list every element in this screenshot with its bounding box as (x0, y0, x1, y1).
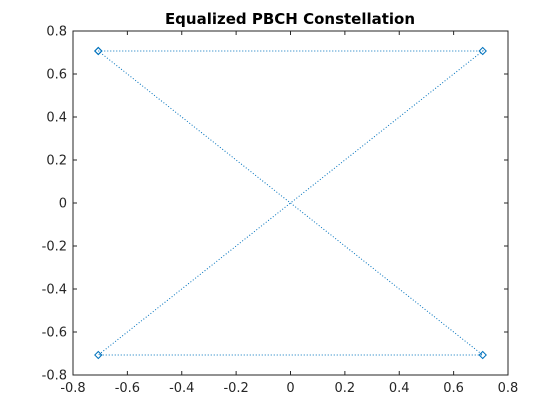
chart-title: Equalized PBCH Constellation (165, 10, 415, 28)
x-tick-label: 0.4 (389, 381, 410, 396)
y-tick-label: 0.4 (46, 111, 67, 126)
y-tick-label: 0.6 (46, 68, 67, 83)
y-tick-label: 0 (59, 197, 67, 212)
axes-box (72, 30, 509, 376)
y-tick-label: -0.8 (42, 369, 67, 384)
y-tick-label: -0.4 (42, 283, 67, 298)
x-tick-label: -0.4 (169, 381, 194, 396)
y-tick-label: -0.6 (42, 326, 67, 341)
data-point-marker (478, 46, 487, 56)
data-point-marker (94, 350, 103, 360)
y-tick-label: -0.2 (42, 240, 67, 255)
y-tick-label: 0.2 (46, 154, 67, 169)
x-tick-label: 0.2 (335, 381, 356, 396)
x-tick-label: -0.8 (60, 381, 85, 396)
data-point-marker (478, 350, 487, 360)
x-tick-label: -0.2 (223, 381, 248, 396)
x-tick-label: 0.8 (498, 381, 519, 396)
y-tick-label: 0.8 (46, 25, 67, 40)
x-tick-label: 0.6 (443, 381, 464, 396)
series-layer (94, 46, 487, 360)
x-tick-label: -0.6 (115, 381, 140, 396)
series-line (96, 50, 485, 356)
x-tick-label: 0 (286, 381, 294, 396)
data-point-marker (94, 46, 103, 56)
ticks-layer: -0.8 -0.6 -0.4 -0.2 0 0.2 0.4 0.6 0.8 -0.8 -0.6 -0.… (42, 25, 519, 397)
